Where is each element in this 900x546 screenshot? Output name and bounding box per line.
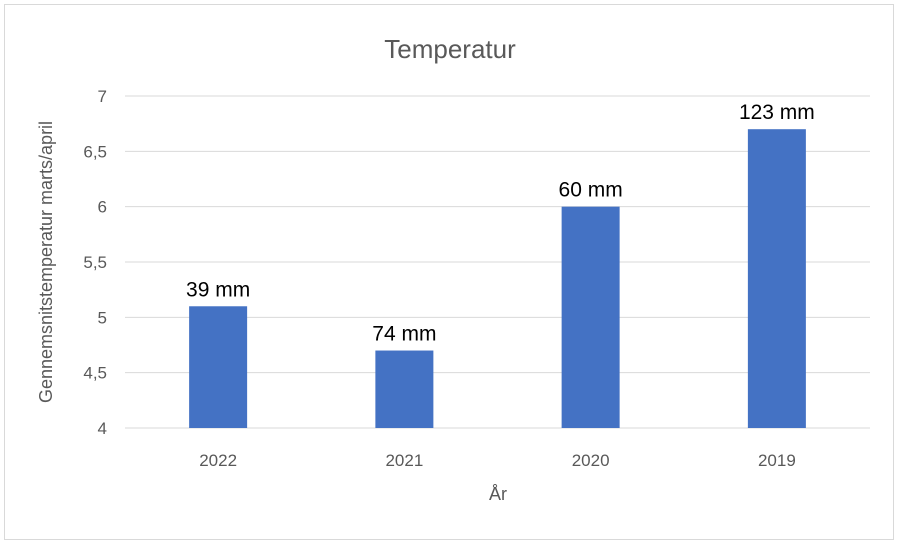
y-tick-label: 5,5 [83,253,107,272]
bar-data-label: 74 mm [372,323,436,346]
bar-data-label: 39 mm [186,278,250,301]
x-tick-label: 2020 [572,451,610,470]
gridlines [125,95,870,429]
y-axis-label: Gennemsnitstemperatur marts/april [36,121,56,403]
y-tick-label: 4,5 [83,364,107,383]
bar [375,350,434,428]
x-tick-label: 2019 [758,451,796,470]
x-tick-label: 2021 [385,451,423,470]
y-tick-label: 4 [98,419,107,438]
y-axis-ticks: 4 4,5 5 5,5 6 6,5 7 [83,87,107,438]
bars [189,129,806,428]
chart-frame [4,4,894,540]
y-tick-label: 6,5 [83,142,107,161]
chart-title: Temperatur [384,34,516,64]
bar-data-label: 60 mm [559,179,623,202]
bar [747,129,806,428]
data-labels: 39 mm 74 mm 60 mm 123 mm [186,101,815,345]
y-tick-label: 7 [98,87,107,106]
bar [561,206,620,428]
bar [189,306,248,428]
y-tick-label: 6 [98,198,107,217]
x-axis-ticks: 2022 2021 2020 2019 [199,451,796,470]
y-tick-label: 5 [98,308,107,327]
x-tick-label: 2022 [199,451,237,470]
bar-data-label: 123 mm [739,101,815,124]
x-axis-label: År [489,484,507,504]
